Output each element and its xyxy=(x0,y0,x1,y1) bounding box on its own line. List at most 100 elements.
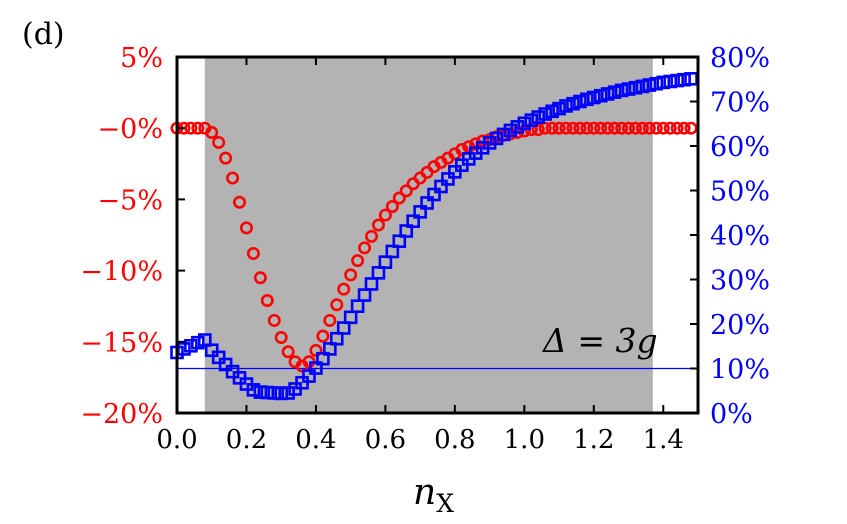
data-point-square xyxy=(586,90,601,105)
data-point-circle xyxy=(559,121,573,135)
data-point-circle xyxy=(684,121,698,135)
data-point-square xyxy=(406,214,420,229)
data-point-circle xyxy=(538,121,552,135)
data-point-circle xyxy=(622,121,636,135)
data-point-circle xyxy=(594,121,608,135)
data-point-square xyxy=(329,331,344,346)
data-point-square xyxy=(496,127,511,142)
data-point-square xyxy=(573,94,587,109)
data-point-circle xyxy=(580,121,594,135)
series-layer xyxy=(170,72,698,401)
data-point-circle xyxy=(344,268,358,282)
x-tick-label: 1.0 xyxy=(504,425,545,455)
x-tick-label: 0.0 xyxy=(156,425,197,455)
y-right-tick-label: 40% xyxy=(710,221,770,252)
data-point-square xyxy=(503,123,518,138)
series-right xyxy=(170,72,698,401)
data-point-square xyxy=(441,172,455,186)
data-point-square xyxy=(302,369,316,383)
data-point-square xyxy=(274,386,289,401)
data-point-square xyxy=(649,76,664,91)
data-point-square xyxy=(246,383,261,397)
data-point-square xyxy=(593,88,608,103)
data-point-square xyxy=(621,82,636,96)
ticks-layer: 0.0 0.2 0.4 0.6 0.8 1.0 1.2 1.4 5% −0% −5% −10% −15%… xyxy=(80,43,770,455)
data-point-square xyxy=(392,234,407,249)
data-point-square xyxy=(343,310,358,325)
data-point-circle xyxy=(365,229,379,243)
data-point-circle xyxy=(233,195,247,209)
y-right-tick-label: 80% xyxy=(710,43,770,74)
data-point-square xyxy=(545,104,559,119)
data-point-circle xyxy=(281,345,295,359)
data-point-square xyxy=(197,333,212,347)
data-point-circle xyxy=(260,294,274,308)
data-point-circle xyxy=(316,329,330,343)
data-point-square xyxy=(364,277,379,291)
data-point-circle xyxy=(608,121,622,135)
data-point-square xyxy=(309,361,323,375)
data-point-square xyxy=(413,205,427,219)
data-point-square xyxy=(204,343,219,358)
data-point-square xyxy=(260,385,275,400)
data-point-circle xyxy=(358,241,372,255)
data-point-square xyxy=(218,357,233,372)
data-point-circle xyxy=(351,254,365,268)
data-point-square xyxy=(191,335,205,350)
data-point-circle xyxy=(371,218,385,232)
data-point-square xyxy=(281,386,295,400)
data-point-square xyxy=(566,96,580,111)
data-point-square xyxy=(538,107,552,121)
data-point-square xyxy=(607,85,622,99)
data-point-square xyxy=(677,72,691,87)
data-point-circle xyxy=(392,191,406,205)
data-point-square xyxy=(642,78,657,92)
data-point-square xyxy=(531,110,546,124)
y-right-tick-label: 30% xyxy=(710,266,770,297)
data-point-square xyxy=(316,351,330,366)
data-point-square xyxy=(378,255,393,269)
x-axis-label: nX xyxy=(413,472,454,518)
data-point-circle xyxy=(246,247,260,261)
data-point-circle xyxy=(385,200,399,214)
data-point-circle xyxy=(274,331,288,345)
data-point-circle xyxy=(677,121,691,135)
x-tick-label: 0.6 xyxy=(365,425,406,455)
y-right-tick-label: 70% xyxy=(710,88,770,119)
data-point-circle xyxy=(552,121,566,135)
x-tick-label: 0.8 xyxy=(434,425,475,455)
data-point-circle xyxy=(267,313,281,327)
x-tick-label: 0.4 xyxy=(295,425,336,455)
y-left-tick-label: −10% xyxy=(80,257,163,288)
data-point-square xyxy=(357,288,372,302)
data-point-circle xyxy=(330,298,344,312)
annotation: Δ = 3g xyxy=(541,321,658,360)
data-point-circle xyxy=(378,208,392,222)
panel-label: (d) xyxy=(22,17,65,52)
data-point-square xyxy=(580,92,594,107)
x-axis-label-main: n xyxy=(413,472,436,513)
data-point-circle xyxy=(399,184,413,198)
data-point-circle xyxy=(531,123,545,137)
data-point-circle xyxy=(469,137,483,151)
x-tick-label: 1.4 xyxy=(643,425,684,455)
data-point-square xyxy=(552,101,566,116)
y-left-tick-label: −15% xyxy=(80,328,163,359)
data-point-square xyxy=(336,321,351,335)
data-point-circle xyxy=(517,124,531,138)
data-point-circle xyxy=(601,121,615,135)
data-point-circle xyxy=(545,121,559,135)
data-point-circle xyxy=(566,121,580,135)
y-left-tick-label: −20% xyxy=(80,399,163,430)
data-point-square xyxy=(434,179,448,194)
y-right-tick-label: 60% xyxy=(710,132,770,163)
series-left xyxy=(170,121,698,373)
x-tick-label: 1.2 xyxy=(573,425,614,455)
data-point-circle xyxy=(205,125,219,139)
data-point-square xyxy=(517,116,532,131)
data-point-circle xyxy=(184,121,198,135)
data-point-square xyxy=(350,299,365,314)
data-point-square xyxy=(614,83,629,98)
data-point-circle xyxy=(642,121,656,135)
